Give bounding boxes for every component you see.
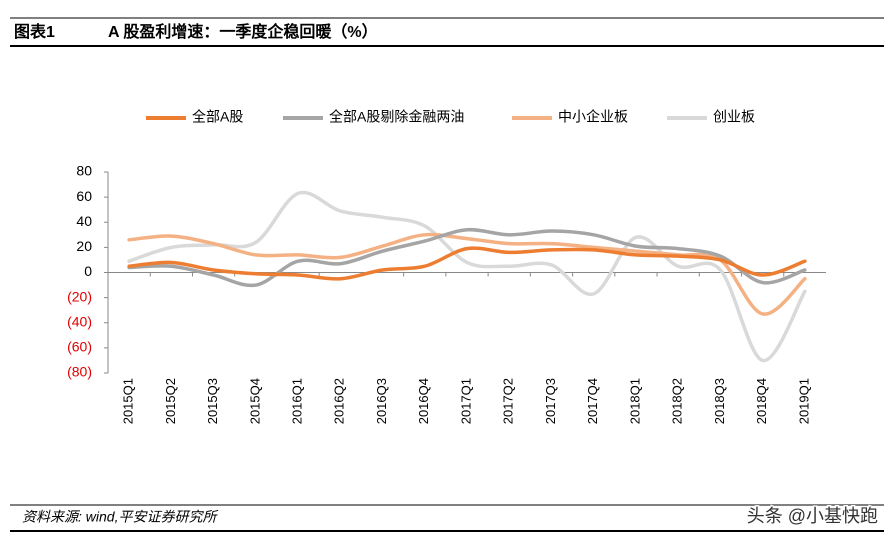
y-tick-label: 80: [76, 163, 92, 179]
x-tick-label: 2016Q4: [416, 378, 431, 424]
y-tick-label: 20: [76, 238, 92, 254]
series-line: [127, 232, 807, 316]
x-tick-label: 2015Q4: [247, 378, 262, 424]
y-tick-label: (80): [67, 364, 92, 380]
series-line: [127, 246, 807, 281]
y-tick-label: (40): [67, 313, 92, 329]
x-tick-label: 2015Q1: [121, 378, 136, 424]
x-tick-label: 2016Q1: [289, 378, 304, 424]
x-tick-label: 2019Q1: [796, 378, 811, 424]
x-tick-label: 2016Q3: [374, 378, 389, 424]
figure-label: 图表1: [14, 22, 55, 41]
y-tick-label: 40: [76, 213, 92, 229]
source-note: 资料来源: wind,平安证券研究所: [22, 509, 218, 525]
y-tick-label: 60: [76, 188, 92, 204]
x-tick-label: 2018Q4: [754, 378, 769, 424]
x-tick-label: 2017Q3: [543, 378, 558, 424]
x-tick-label: 2017Q1: [458, 378, 473, 424]
x-tick-label: 2017Q4: [585, 378, 600, 424]
series-line: [127, 190, 807, 363]
legend-label: 中小企业板: [558, 109, 628, 125]
chart-title: A 股盈利增速：一季度企稳回暖（%）: [108, 22, 378, 41]
x-tick-label: 2018Q1: [627, 378, 642, 424]
watermark: 头条 @小基快跑: [747, 506, 878, 526]
x-tick-label: 2015Q2: [163, 378, 178, 424]
legend-label: 全部A股: [192, 109, 243, 125]
x-tick-label: 2015Q3: [205, 378, 220, 424]
x-tick-label: 2018Q2: [670, 378, 685, 424]
y-tick-label: 0: [84, 263, 92, 279]
series-line: [127, 227, 807, 288]
legend-label: 全部A股剔除金融两油: [329, 109, 464, 125]
y-tick-label: (20): [67, 288, 92, 304]
x-tick-label: 2018Q3: [712, 378, 727, 424]
y-tick-label: (60): [67, 339, 92, 355]
legend-label: 创业板: [713, 109, 755, 125]
x-tick-label: 2017Q2: [501, 378, 516, 424]
x-tick-label: 2016Q2: [332, 378, 347, 424]
